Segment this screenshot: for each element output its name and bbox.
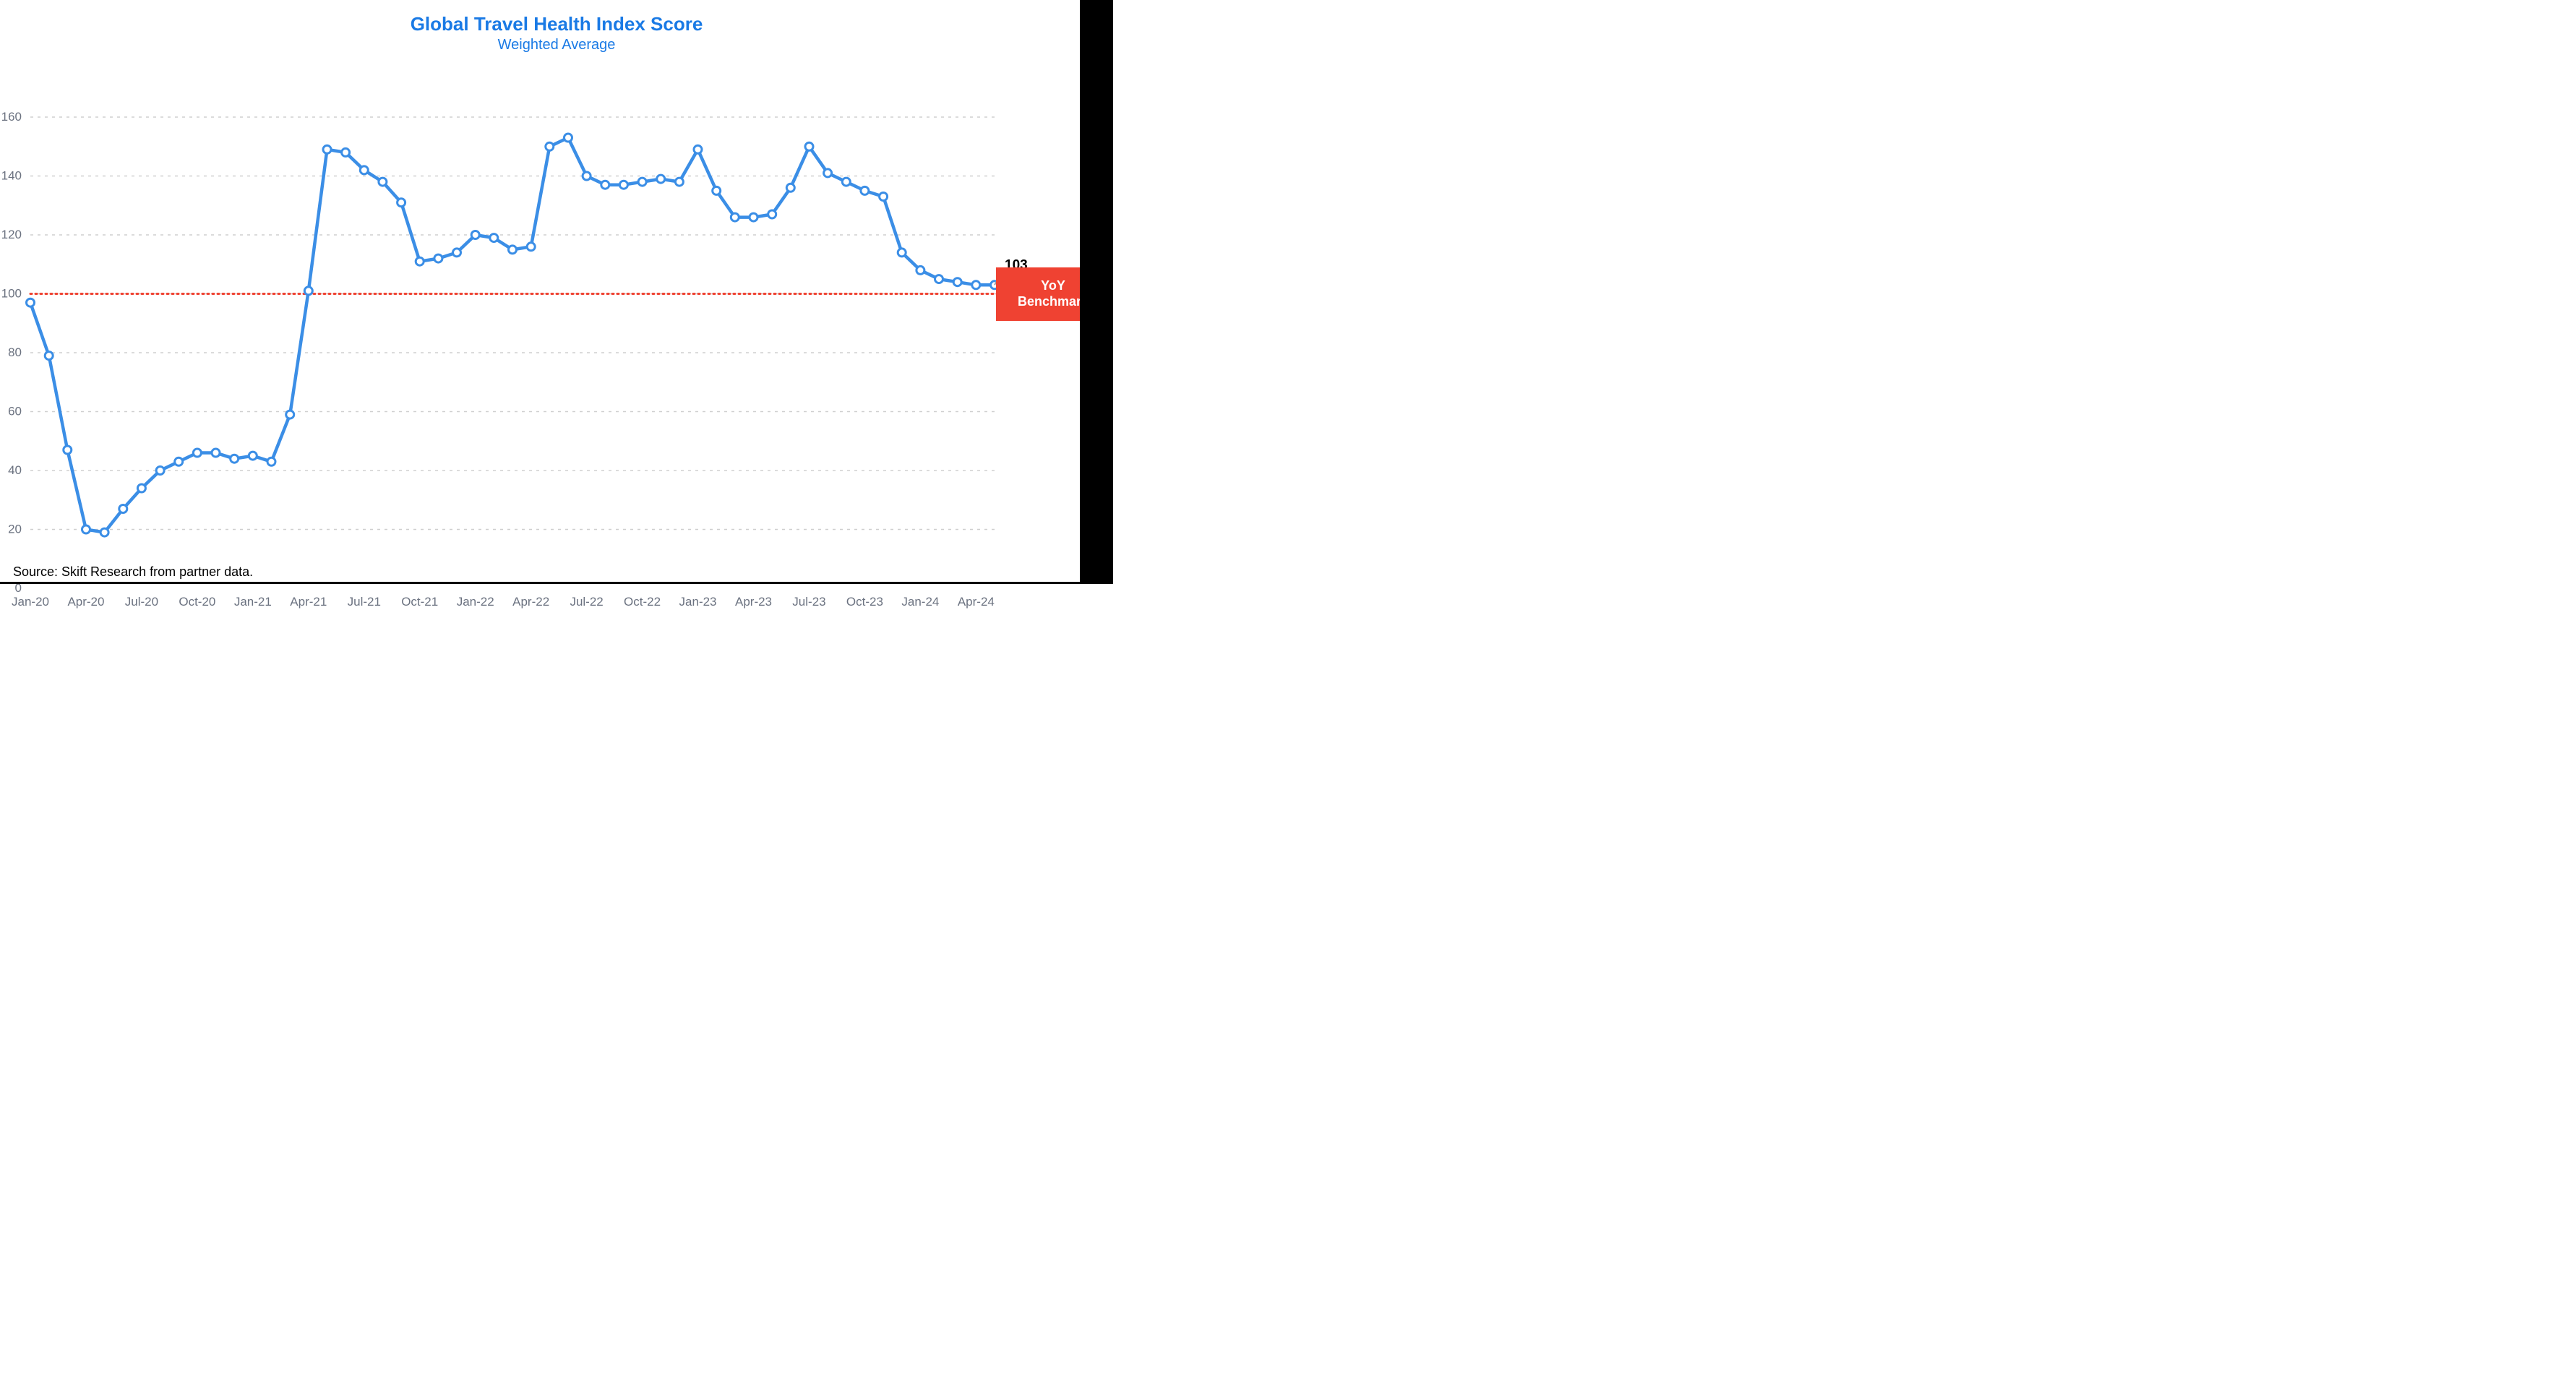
data-marker (471, 231, 479, 239)
data-marker (137, 484, 145, 492)
data-marker (694, 145, 702, 153)
x-tick-label: Apr-21 (290, 595, 327, 609)
data-marker (861, 186, 869, 194)
data-marker (713, 186, 721, 194)
data-marker (434, 254, 442, 262)
data-marker (638, 178, 646, 186)
data-marker (768, 210, 776, 218)
data-marker (786, 184, 794, 192)
data-marker (601, 181, 609, 189)
x-tick-label: Apr-24 (958, 595, 995, 609)
data-marker (916, 266, 924, 274)
source-text: Source: Skift Research from partner data… (13, 564, 253, 580)
benchmark-line1: YoY (1041, 278, 1065, 294)
x-tick-label: Jul-20 (125, 595, 158, 609)
y-tick-label: 40 (8, 463, 22, 477)
data-marker (842, 178, 850, 186)
data-marker (509, 246, 517, 254)
data-marker (231, 455, 239, 463)
x-tick-label: Oct-20 (179, 595, 215, 609)
data-marker (193, 449, 201, 457)
x-tick-label: Jan-22 (457, 595, 494, 609)
data-marker (286, 411, 294, 418)
data-marker (935, 275, 943, 283)
data-marker (564, 134, 572, 142)
data-marker (156, 467, 164, 475)
x-tick-label: Jul-22 (570, 595, 603, 609)
data-marker (657, 175, 665, 183)
x-tick-label: Jan-23 (679, 595, 717, 609)
x-tick-label: Jul-21 (348, 595, 381, 609)
right-black-bar (1080, 0, 1113, 584)
series-line (30, 138, 995, 533)
data-marker (805, 142, 813, 150)
data-marker (379, 178, 387, 186)
data-marker (453, 249, 461, 257)
data-marker (304, 287, 312, 295)
y-tick-label: 120 (1, 228, 22, 241)
data-marker (360, 166, 368, 174)
plot-wrap: 020406080100120140160Jan-20Apr-20Jul-20O… (0, 53, 1113, 637)
y-tick-label: 20 (8, 523, 22, 536)
data-marker (546, 142, 554, 150)
y-tick-label: 60 (8, 405, 22, 418)
data-marker (267, 457, 275, 465)
data-marker (398, 199, 405, 207)
data-marker (212, 449, 220, 457)
x-tick-label: Jan-20 (12, 595, 49, 609)
data-marker (100, 528, 108, 536)
title-block: Global Travel Health Index Score Weighte… (0, 0, 1113, 53)
chart-svg: 020406080100120140160Jan-20Apr-20Jul-20O… (0, 53, 1113, 637)
chart-container: Global Travel Health Index Score Weighte… (0, 0, 1113, 584)
x-tick-label: Jan-21 (234, 595, 272, 609)
x-tick-label: Oct-22 (624, 595, 661, 609)
y-tick-label: 80 (8, 345, 22, 359)
x-tick-label: Jan-24 (901, 595, 939, 609)
data-marker (64, 446, 72, 454)
data-marker (416, 257, 424, 265)
data-marker (27, 298, 35, 306)
data-marker (731, 213, 739, 221)
data-marker (82, 525, 90, 533)
x-tick-label: Apr-23 (735, 595, 772, 609)
data-marker (249, 452, 257, 460)
chart-title: Global Travel Health Index Score (0, 13, 1113, 35)
y-tick-label: 100 (1, 287, 22, 301)
bottom-border (0, 582, 1113, 584)
data-marker (119, 505, 127, 513)
data-marker (953, 278, 961, 286)
data-marker (619, 181, 627, 189)
data-marker (750, 213, 757, 221)
data-marker (675, 178, 683, 186)
benchmark-line2: Benchmark (1018, 294, 1089, 310)
data-marker (583, 172, 591, 180)
x-tick-label: Apr-20 (67, 595, 104, 609)
data-marker (824, 169, 832, 177)
x-tick-label: Jul-23 (792, 595, 825, 609)
data-marker (490, 234, 498, 242)
data-marker (342, 148, 350, 156)
data-marker (898, 249, 906, 257)
data-marker (527, 243, 535, 251)
data-marker (880, 193, 888, 201)
y-tick-label: 140 (1, 169, 22, 183)
data-marker (175, 457, 183, 465)
x-tick-label: Oct-21 (401, 595, 438, 609)
x-tick-label: Oct-23 (846, 595, 883, 609)
data-marker (972, 281, 980, 289)
y-tick-label: 160 (1, 110, 22, 124)
chart-subtitle: Weighted Average (0, 37, 1113, 53)
data-marker (45, 352, 53, 360)
data-marker (323, 145, 331, 153)
x-tick-label: Apr-22 (512, 595, 549, 609)
